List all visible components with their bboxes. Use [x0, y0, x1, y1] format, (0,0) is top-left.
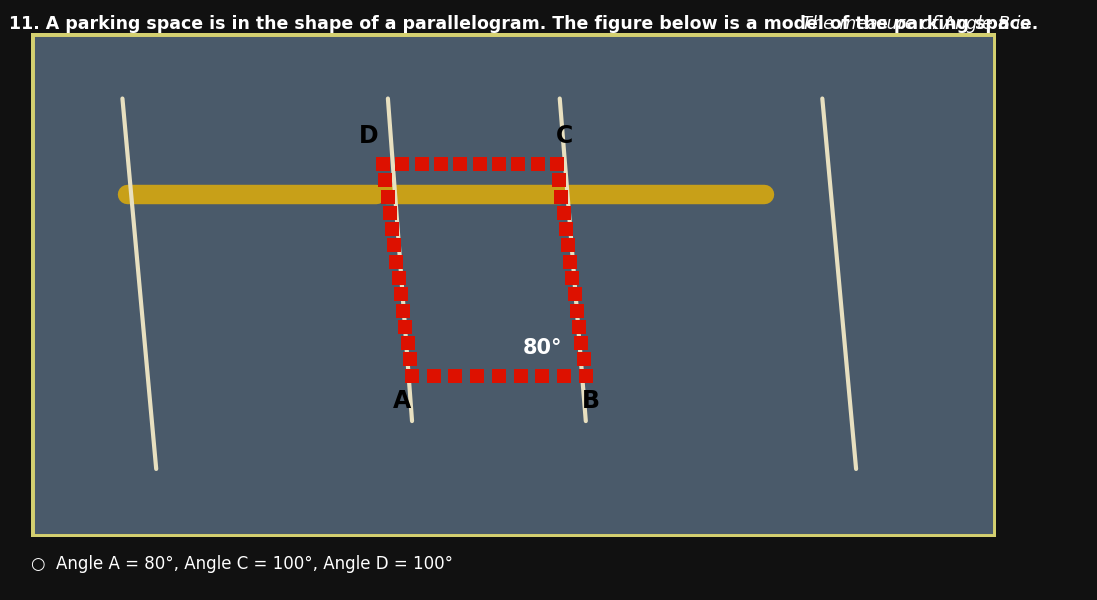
Point: [471, 159, 488, 169]
Point: [577, 371, 595, 380]
Point: [376, 176, 394, 185]
Point: [381, 208, 398, 218]
Text: 80°: 80°: [522, 338, 562, 358]
Point: [509, 159, 527, 169]
Point: [399, 338, 417, 348]
Text: The measure of Angle B is: The measure of Angle B is: [796, 15, 1030, 33]
Point: [564, 273, 581, 283]
Point: [412, 159, 430, 169]
Text: C: C: [556, 124, 574, 148]
Point: [573, 338, 590, 348]
FancyBboxPatch shape: [31, 33, 996, 537]
Point: [555, 371, 573, 380]
Point: [468, 371, 486, 380]
Point: [555, 208, 573, 218]
Point: [562, 257, 579, 266]
Point: [425, 371, 442, 380]
Point: [575, 355, 592, 364]
Point: [392, 290, 409, 299]
Point: [577, 371, 595, 380]
Point: [397, 322, 415, 332]
Point: [385, 241, 403, 250]
Text: B: B: [581, 389, 600, 413]
Point: [568, 306, 586, 316]
Text: ○  Angle A = 80°, Angle C = 100°, Angle D = 100°: ○ Angle A = 80°, Angle C = 100°, Angle D…: [31, 555, 453, 573]
Point: [378, 192, 396, 202]
Point: [566, 290, 584, 299]
Point: [557, 224, 575, 234]
Text: D: D: [359, 124, 378, 148]
Point: [387, 257, 405, 266]
Point: [394, 306, 411, 316]
Point: [533, 371, 551, 380]
Point: [553, 192, 570, 202]
Point: [548, 159, 566, 169]
Point: [512, 371, 530, 380]
Point: [383, 224, 400, 234]
Text: A: A: [393, 389, 411, 413]
Point: [402, 355, 419, 364]
Point: [570, 322, 588, 332]
Point: [490, 371, 508, 380]
Point: [389, 273, 407, 283]
Point: [404, 371, 421, 380]
Point: [432, 159, 450, 169]
Point: [551, 176, 568, 185]
Point: [490, 159, 508, 169]
Point: [404, 371, 421, 380]
Point: [548, 159, 566, 169]
Point: [374, 159, 392, 169]
Point: [452, 159, 470, 169]
Point: [446, 371, 464, 380]
Point: [374, 159, 392, 169]
Point: [394, 159, 411, 169]
Text: 11. A parking space is in the shape of a parallelogram. The figure below is a mo: 11. A parking space is in the shape of a…: [9, 15, 1038, 33]
Point: [559, 241, 577, 250]
Point: [529, 159, 546, 169]
